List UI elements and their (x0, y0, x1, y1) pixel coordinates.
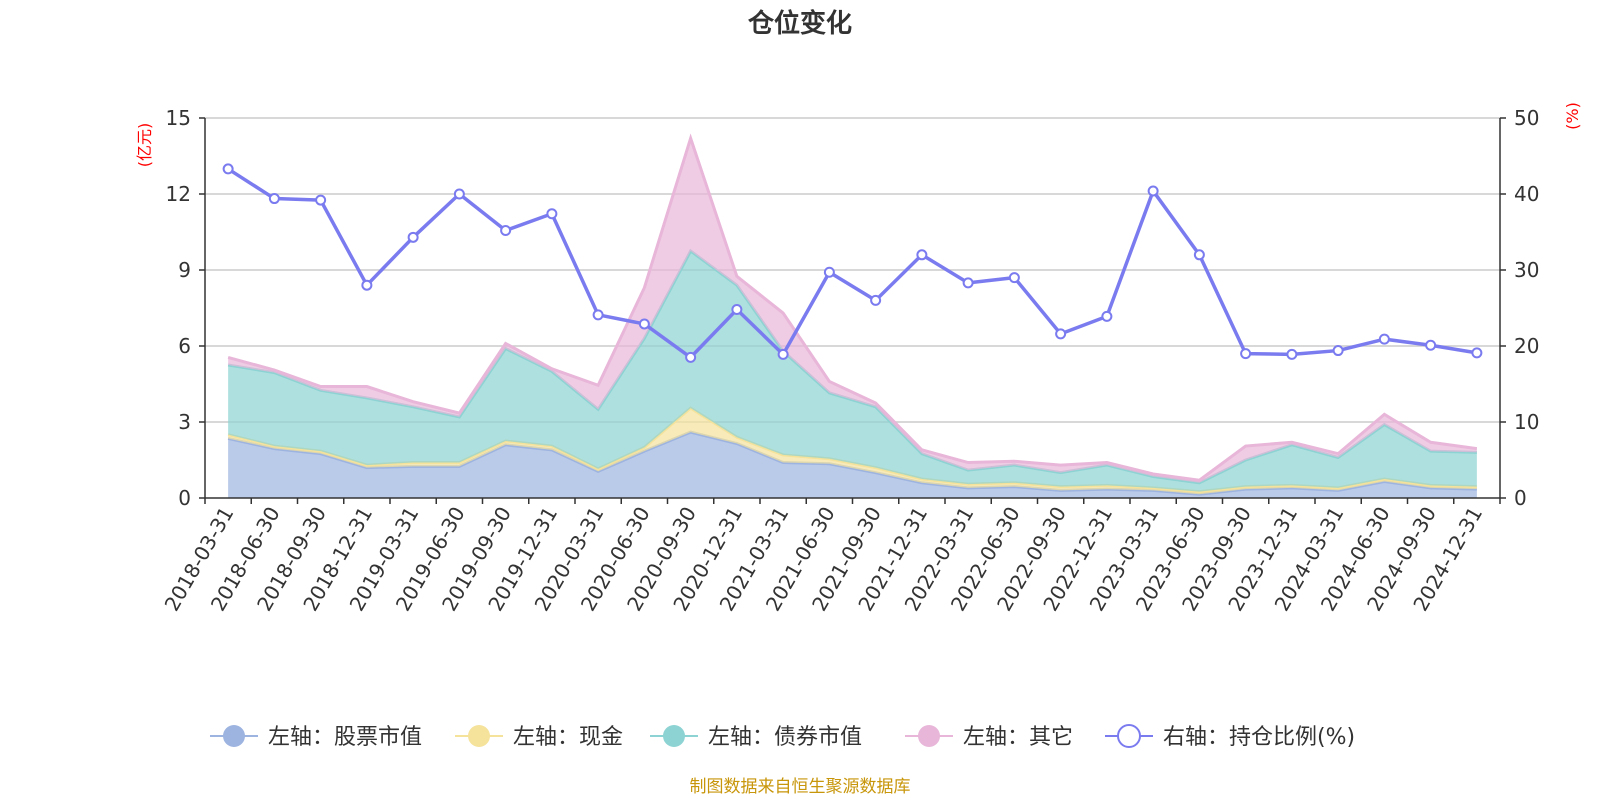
legend-label-cash: 左轴：现金 (513, 725, 623, 750)
legend-label-ratio: 右轴：持仓比例(%) (1163, 725, 1355, 750)
ratio-point (638, 318, 650, 330)
chart-title: 仓位变化 (747, 8, 852, 39)
ratio-point (1055, 328, 1067, 340)
legend-item-stock: 左轴：股票市值 (210, 725, 422, 750)
ratio-point (1425, 339, 1437, 351)
left-axis-tick-label: 15 (166, 106, 191, 130)
left-axis-tick-label: 12 (166, 182, 191, 206)
ratio-point (500, 224, 512, 236)
right-axis-tick-label: 10 (1514, 410, 1539, 434)
right-axis-tick-label: 40 (1514, 182, 1539, 206)
area-bond (228, 251, 1477, 492)
left-axis-tick-label: 9 (178, 258, 191, 282)
left-axis-tick-label: 6 (178, 334, 191, 358)
legend-label-other: 左轴：其它 (963, 725, 1073, 750)
ratio-point (592, 309, 604, 321)
legend-item-other: 左轴：其它 (905, 725, 1073, 750)
right-axis-tick-label: 30 (1514, 258, 1539, 282)
axes: 03691215010203040502018-03-312018-06-302… (160, 106, 1540, 615)
legend-marker-other (918, 725, 940, 747)
ratio-point (361, 279, 373, 291)
area-edge-other (227, 133, 1478, 482)
legend-marker-stock (223, 725, 245, 747)
ratio-point (1332, 345, 1344, 357)
ratio-point (407, 231, 419, 243)
ratio-point (1286, 348, 1298, 360)
ratio-line (227, 167, 1478, 360)
legend-item-cash: 左轴：现金 (455, 725, 623, 750)
ratio-point (870, 294, 882, 306)
ratio-point (1147, 185, 1159, 197)
ratio-point (916, 249, 928, 261)
ratio-line-series (222, 163, 1483, 363)
legend-item-bond: 左轴：债券市值 (650, 725, 862, 750)
right-axis-unit: (%) (1563, 102, 1582, 130)
right-axis-tick-label: 50 (1514, 106, 1539, 130)
right-axis-tick-label: 0 (1514, 486, 1527, 510)
left-axis-unit: (亿元) (135, 123, 154, 168)
ratio-point (685, 351, 697, 363)
legend: 左轴：股票市值 左轴：现金 左轴：债券市值 左轴：其它 右轴：持仓比例(%) (210, 724, 1355, 750)
ratio-point (222, 163, 234, 175)
area-series (227, 133, 1478, 498)
left-axis-tick-label: 3 (178, 410, 191, 434)
ratio-point (777, 348, 789, 360)
left-axis-tick-label: 0 (178, 486, 191, 510)
ratio-point (268, 193, 280, 205)
legend-label-stock: 左轴：股票市值 (268, 725, 422, 750)
ratio-point (1008, 272, 1020, 284)
ratio-point (1101, 310, 1113, 322)
ratio-point (1471, 347, 1483, 359)
ratio-point (731, 304, 743, 316)
ratio-point (1193, 249, 1205, 261)
grid-lines (205, 117, 1500, 423)
ratio-point (546, 208, 558, 220)
legend-marker-ratio (1117, 724, 1141, 748)
ratio-point (823, 266, 835, 278)
ratio-point (1240, 348, 1252, 360)
legend-marker-cash (468, 725, 490, 747)
legend-marker-bond (663, 725, 685, 747)
legend-label-bond: 左轴：债券市值 (708, 725, 862, 750)
legend-item-ratio: 右轴：持仓比例(%) (1105, 724, 1355, 750)
ratio-point (453, 188, 465, 200)
ratio-point (962, 277, 974, 289)
ratio-point (1378, 333, 1390, 345)
right-axis-tick-label: 20 (1514, 334, 1539, 358)
ratio-point (315, 194, 327, 206)
data-source-note: 制图数据来自恒生聚源数据库 (690, 777, 911, 797)
